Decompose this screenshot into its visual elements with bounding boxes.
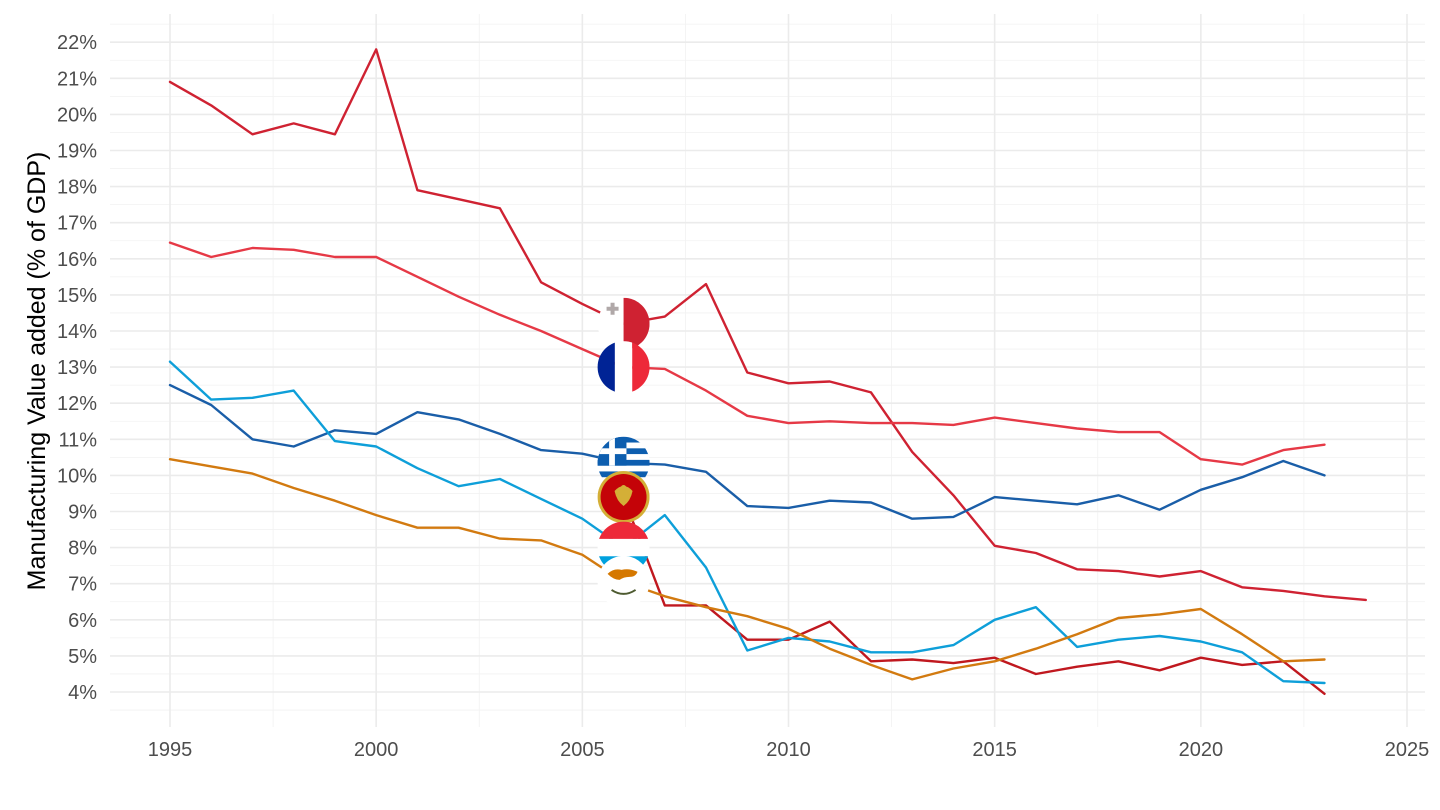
x-axis-tick-labels: 1995 2000 2005 2010 2015 2020 2025 <box>148 739 1430 761</box>
country-flags <box>597 297 650 608</box>
montenegro-flag-icon <box>597 471 650 524</box>
y-tick-label: 13% <box>57 357 97 379</box>
y-tick-label: 12% <box>57 393 97 415</box>
y-axis-title: Manufacturing Value added (% of GDP) <box>23 152 51 591</box>
y-tick-label: 15% <box>57 285 97 307</box>
cyprus-flag-icon <box>597 555 650 608</box>
x-tick-label: 1995 <box>148 739 193 761</box>
series-line-greece <box>168 383 1326 520</box>
major-gridlines <box>110 14 1425 727</box>
x-tick-label: 2000 <box>354 739 399 761</box>
series-line-malta <box>168 48 1368 602</box>
y-tick-label: 19% <box>57 141 97 163</box>
y-tick-label: 21% <box>57 68 97 90</box>
y-tick-label: 9% <box>68 502 97 524</box>
y-tick-label: 4% <box>68 682 97 704</box>
x-tick-label: 2025 <box>1385 739 1430 761</box>
y-axis-tick-labels: 4% 5% 6% 7% 8% 9% 10% 11% 12% 13% 14% 15% 16% 17% 18% 1… <box>57 32 97 704</box>
y-tick-label: 22% <box>57 32 97 54</box>
y-tick-label: 16% <box>57 249 97 271</box>
y-tick-label: 10% <box>57 465 97 487</box>
y-tick-label: 18% <box>57 177 97 199</box>
x-tick-label: 2010 <box>766 739 811 761</box>
y-tick-label: 8% <box>68 538 97 560</box>
france-flag-icon <box>597 341 650 394</box>
series-line-cyprus <box>168 458 1326 681</box>
x-tick-label: 2020 <box>1179 739 1224 761</box>
y-tick-label: 6% <box>68 610 97 632</box>
x-tick-label: 2005 <box>560 739 605 761</box>
y-tick-label: 20% <box>57 104 97 126</box>
y-tick-label: 14% <box>57 321 97 343</box>
y-tick-label: 11% <box>58 429 97 451</box>
series-line-luxembourg <box>168 360 1326 685</box>
y-tick-label: 7% <box>68 574 97 596</box>
y-tick-label: 17% <box>57 213 97 235</box>
minor-gridlines <box>110 14 1425 727</box>
series-lines <box>168 48 1368 695</box>
series-line-france <box>168 241 1326 466</box>
x-tick-label: 2015 <box>972 739 1017 761</box>
y-tick-label: 5% <box>68 646 97 668</box>
